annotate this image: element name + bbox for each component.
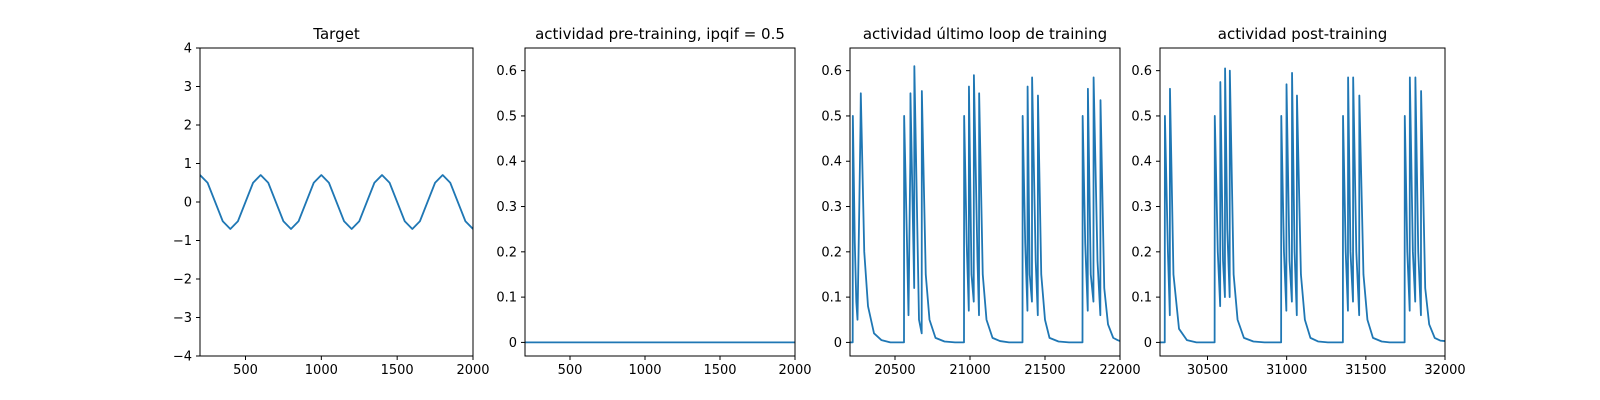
- x-tick-label: 30500: [1187, 363, 1228, 378]
- y-tick-label: 0.3: [1131, 200, 1152, 215]
- axes-frame: [524, 47, 796, 357]
- subplot-3: actividad último loop de training 20500 21…: [821, 25, 1140, 378]
- y-tick-label: 0.5: [496, 109, 517, 124]
- x-tick-label: 1500: [381, 363, 414, 378]
- x-tick-label: 21500: [1024, 363, 1065, 378]
- x-tick-label: 2000: [778, 363, 811, 378]
- y-tick-label: −3: [173, 311, 192, 326]
- y-tick-label: 0.6: [821, 64, 842, 79]
- x-tick-label: 22000: [1099, 363, 1140, 378]
- subplot-title: actividad pre-training, ipqif = 0.5: [535, 25, 785, 43]
- x-tick-label: 32000: [1424, 363, 1465, 378]
- y-tick-label: 0.1: [821, 291, 842, 306]
- y-tick-label: −4: [173, 350, 192, 365]
- x-tick-label: 31500: [1345, 363, 1386, 378]
- y-tick-label: 0.2: [1131, 245, 1152, 260]
- subplot-title: Target: [312, 25, 360, 43]
- subplot-title: actividad post-training: [1218, 25, 1387, 43]
- y-tick-label: −2: [173, 273, 192, 288]
- y-tick-label: −1: [173, 234, 192, 249]
- y-tick-label: 0: [184, 196, 192, 211]
- series-line: [200, 174, 473, 230]
- series-line: [1160, 67, 1445, 344]
- y-tick-label: 0.2: [496, 245, 517, 260]
- y-tick-label: 0.4: [496, 155, 517, 170]
- y-tick-label: 0.3: [496, 200, 517, 215]
- x-tick-label: 1000: [628, 363, 661, 378]
- x-tick-label: 1500: [703, 363, 736, 378]
- y-tick-label: 0.3: [821, 200, 842, 215]
- subplot-1: Target 500 1000 1500 2000 −4 −3 −2 −1 0 1 2 3 4: [173, 25, 490, 378]
- y-tick-label: 0: [1144, 336, 1152, 351]
- y-tick-label: 3: [184, 80, 192, 95]
- y-tick-label: 0.6: [496, 64, 517, 79]
- x-tick-label: 500: [233, 363, 258, 378]
- y-tick-label: 0.4: [1131, 155, 1152, 170]
- x-tick-label: 31000: [1266, 363, 1307, 378]
- subplot-title: actividad último loop de training: [863, 25, 1107, 43]
- y-tick-label: 0.1: [1131, 291, 1152, 306]
- axes-frame: [1159, 47, 1446, 357]
- subplot-2: actividad pre-training, ipqif = 0.5 500 10…: [496, 25, 811, 378]
- y-tick-label: 2: [184, 119, 192, 134]
- x-tick-label: 2000: [456, 363, 489, 378]
- axes-frame: [849, 47, 1121, 357]
- y-tick-label: 0.6: [1131, 64, 1152, 79]
- subplot-4: actividad post-training 30500 31000 31500 32…: [1131, 25, 1465, 378]
- y-tick-label: 0.2: [821, 245, 842, 260]
- x-tick-label: 500: [558, 363, 583, 378]
- y-tick-label: 0.5: [1131, 109, 1152, 124]
- x-tick-label: 1000: [305, 363, 338, 378]
- y-tick-label: 0: [509, 336, 517, 351]
- x-tick-label: 20500: [874, 363, 915, 378]
- y-tick-label: 0.4: [821, 155, 842, 170]
- x-tick-label: 21000: [949, 363, 990, 378]
- y-tick-label: 1: [184, 157, 192, 172]
- y-tick-label: 0.1: [496, 291, 517, 306]
- y-tick-label: 4: [184, 42, 192, 57]
- y-tick-label: 0.5: [821, 109, 842, 124]
- y-tick-label: 0: [834, 336, 842, 351]
- series-line: [850, 65, 1120, 344]
